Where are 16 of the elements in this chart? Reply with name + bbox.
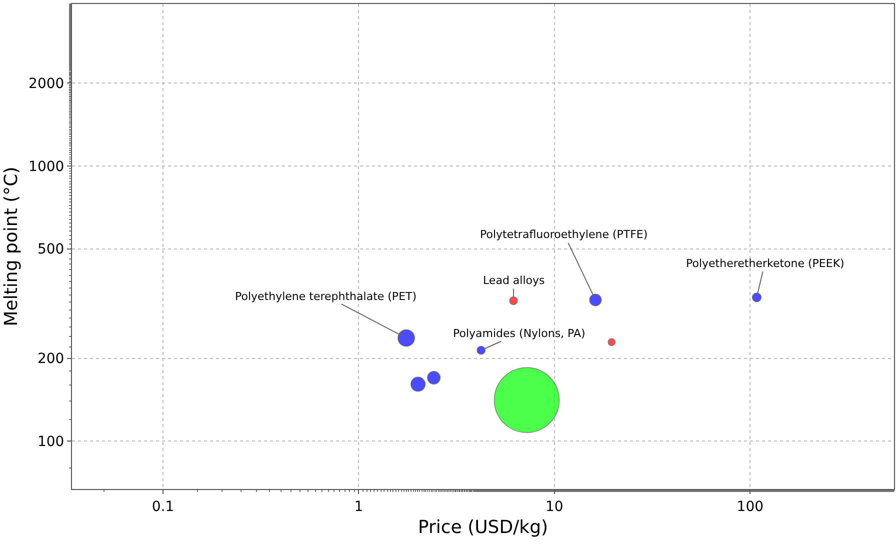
x-tick-label: 1 xyxy=(354,498,364,515)
annotation: Polyetheretherketone (PEEK) xyxy=(686,257,844,270)
y-axis-title: Melting point (°C) xyxy=(0,166,22,326)
annotation: Lead alloys xyxy=(483,274,546,287)
y-tick-label: 1000 xyxy=(28,158,64,175)
x-tick-label: 10 xyxy=(546,498,564,515)
y-tick-label: 500 xyxy=(37,242,64,258)
y-tick-label: 2000 xyxy=(28,76,64,92)
x-tick-label: 0.1 xyxy=(152,498,174,515)
x-axis-title: Price (USD/kg) xyxy=(418,516,548,538)
y-tick-label: 200 xyxy=(37,351,64,368)
annotation: Polytetrafluoroethylene (PTFE) xyxy=(480,228,648,241)
y-tick-label: 100 xyxy=(37,434,64,450)
annotation: Polyamides (Nylons, PA) xyxy=(453,327,586,340)
x-tick-label: 100 xyxy=(736,498,764,515)
annotation: Polyethylene terephthalate (PET) xyxy=(235,290,417,303)
